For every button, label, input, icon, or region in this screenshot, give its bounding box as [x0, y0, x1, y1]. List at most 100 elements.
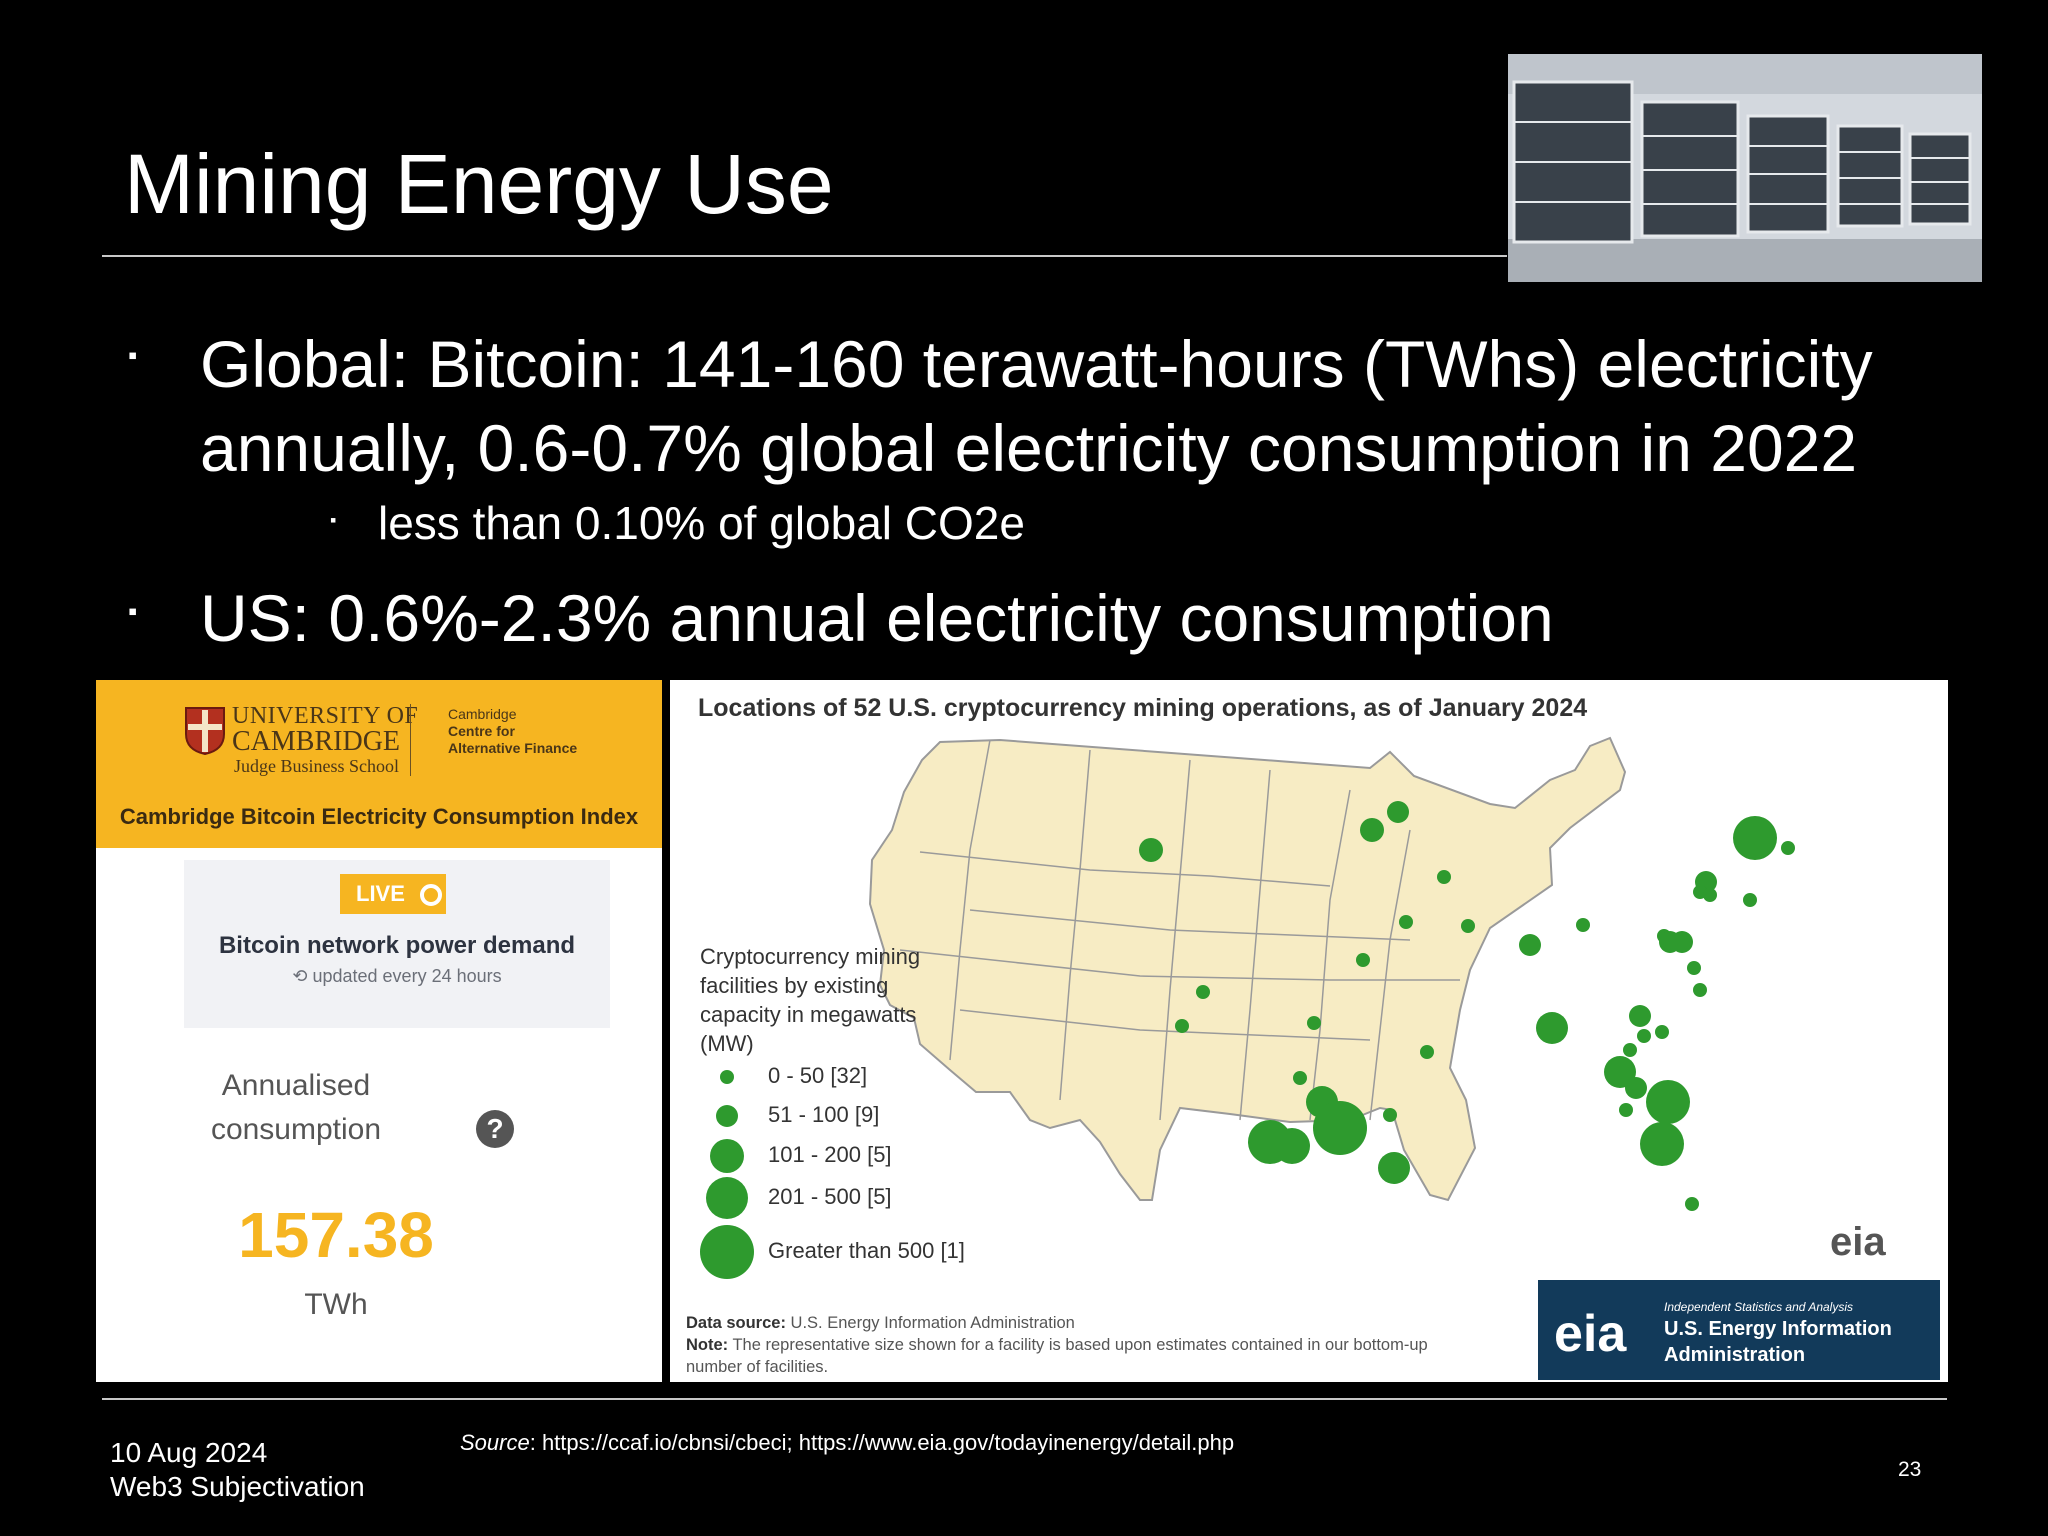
facility-dot [1629, 1005, 1651, 1027]
page-number: 23 [1898, 1458, 1922, 1481]
legend-label-201-500: 201 - 500 [5] [768, 1184, 892, 1209]
university-line-2: CAMBRIDGE [232, 726, 401, 757]
state-lines [899, 739, 1460, 1121]
card-subtitle-row: ⟲ updated every 24 hours [184, 966, 610, 987]
facility-dot [1461, 919, 1475, 933]
facility-dot [1687, 961, 1701, 975]
facility-dot [1655, 1025, 1669, 1039]
card-title: Bitcoin network power demand [218, 932, 576, 959]
live-label: LIVE [356, 881, 405, 906]
facility-dot [1519, 934, 1541, 956]
legend-dot-201-500 [706, 1177, 748, 1219]
logo-divider [410, 704, 411, 776]
facility-dot [1387, 801, 1409, 823]
cambridge-header: UNIVERSITY OF CAMBRIDGE Judge Business S… [96, 680, 662, 848]
facility-dot [1685, 1197, 1699, 1211]
legend-dot-0-50 [720, 1070, 734, 1084]
legend-label-51-100: 51 - 100 [9] [768, 1102, 880, 1127]
facility-dot [1313, 1101, 1367, 1155]
facility-dot [1420, 1045, 1434, 1059]
footer-date: 10 Aug 2024 [110, 1437, 268, 1468]
facility-dot [1536, 1012, 1568, 1044]
bullet-us: US: 0.6%-2.3% annual electricity consump… [200, 581, 1554, 655]
legend-dot-101-200 [710, 1139, 744, 1173]
facility-dot [1576, 918, 1590, 932]
annualised-line-2: consumption [210, 1113, 382, 1146]
eia-banner-logo: eia [1554, 1305, 1627, 1363]
source-citation: Source: https://ccaf.io/cbnsi/cbeci; htt… [460, 1430, 1234, 1456]
subbullet-marker: ▪ [330, 510, 337, 530]
card-subtitle: updated every 24 hours [312, 966, 502, 986]
facility-dot [1625, 1077, 1647, 1099]
us-map [700, 736, 1795, 1279]
facility-dot [1637, 1029, 1651, 1043]
facility-dot [1619, 1103, 1633, 1117]
facility-dot [1781, 841, 1795, 855]
facility-dot [1646, 1080, 1690, 1124]
facility-dot [1640, 1122, 1684, 1166]
history-icon: ⟲ [292, 966, 308, 986]
live-status-card: LIVE Bitcoin network power demand ⟲ upda… [184, 860, 610, 1028]
live-dot-icon [420, 884, 442, 906]
source-label: Source [460, 1430, 530, 1455]
map-title: Locations of 52 U.S. cryptocurrency mini… [698, 694, 1588, 722]
facility-dot [1175, 1019, 1189, 1033]
facility-dot [1693, 983, 1707, 997]
facility-dot [1604, 1056, 1636, 1088]
legend-label-0-50: 0 - 50 [32] [768, 1063, 868, 1088]
data-source-text: U.S. Energy Information Administration [790, 1314, 1075, 1332]
facility-dot [1733, 816, 1777, 860]
annualised-line-1: Annualised [221, 1069, 371, 1102]
note-label: Note: [686, 1336, 729, 1354]
centre-line-1: Cambridge [448, 706, 517, 722]
consumption-unit: TWh [304, 1288, 368, 1321]
facility-dot [1293, 1071, 1307, 1085]
subbullet-co2: less than 0.10% of global CO2e [378, 497, 1025, 549]
cambridge-index-panel: UNIVERSITY OF CAMBRIDGE Judge Business S… [96, 680, 662, 1382]
note-text: The representative size shown for a faci… [732, 1336, 1428, 1354]
facility-dot [1623, 1043, 1637, 1057]
us-land-shape [868, 736, 1627, 1202]
legend-title: Cryptocurrency mining facilities by exis… [700, 944, 921, 1056]
bullet-global: Global: Bitcoin: 141-160 terawatt-hours … [200, 327, 1873, 485]
facility-dot [1378, 1152, 1410, 1184]
note-continued: number of facilities. [686, 1358, 829, 1376]
footer-divider [102, 1398, 1947, 1400]
title-divider [102, 255, 1507, 257]
eia-logo: eia [1830, 1220, 1886, 1264]
facility-dot [1437, 870, 1451, 884]
facility-dot [1399, 915, 1413, 929]
bullet-marker: ▪ [128, 596, 138, 626]
bullet-marker: ▪ [128, 340, 138, 370]
mining-rigs-illustration [1508, 54, 1982, 282]
help-icon[interactable]: ? [476, 1110, 514, 1148]
consumption-value: 157.38 [238, 1199, 434, 1271]
footer-presentation-name: Web3 Subjectivation [110, 1471, 365, 1502]
index-title: Cambridge Bitcoin Electricity Consumptio… [119, 804, 639, 829]
legend-label-500plus: Greater than 500 [1] [768, 1238, 965, 1263]
facility-dot [1360, 818, 1384, 842]
facility-dot [1383, 1108, 1397, 1122]
school-name: Judge Business School [234, 756, 400, 776]
legend-label-101-200: 101 - 200 [5] [768, 1142, 892, 1167]
eia-agency-name: U.S. Energy Information Administration [1664, 1318, 1892, 1366]
centre-name: Centre for Alternative Finance [448, 723, 578, 756]
facility-dots [1139, 801, 1795, 1211]
source-urls: : https://ccaf.io/cbnsi/cbeci; https://w… [529, 1430, 1235, 1455]
annualised-label: Annualised consumption [196, 1064, 396, 1152]
facility-dot [1671, 931, 1693, 953]
eia-map-panel: Locations of 52 U.S. cryptocurrency mini… [670, 680, 1948, 1382]
legend-dot-500plus [700, 1225, 754, 1279]
facility-dot [1139, 838, 1163, 862]
facility-dot [1703, 888, 1717, 902]
data-source-label: Data source: [686, 1314, 786, 1332]
facility-dot [1196, 985, 1210, 999]
university-line-1: UNIVERSITY OF [232, 703, 419, 729]
eia-banner: eia Independent Statistics and Analysis … [1538, 1280, 1940, 1380]
eia-tagline: Independent Statistics and Analysis [1664, 1300, 1854, 1314]
mining-rigs-photo [1508, 54, 1982, 282]
facility-dot [1274, 1128, 1310, 1164]
slide-title: Mining Energy Use [124, 137, 834, 231]
facility-dot [1356, 953, 1370, 967]
legend-dot-51-100 [716, 1105, 738, 1127]
